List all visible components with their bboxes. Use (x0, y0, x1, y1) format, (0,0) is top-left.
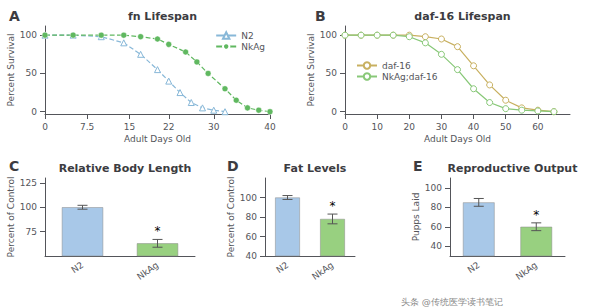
svg-text:fn Lifespan: fn Lifespan (128, 10, 197, 23)
svg-text:NkAg: NkAg (135, 260, 160, 282)
svg-text:A: A (9, 8, 20, 24)
svg-text:100: 100 (425, 183, 442, 193)
svg-text:daf-16 Lifespan: daf-16 Lifespan (414, 10, 510, 23)
svg-text:Pupps Laid: Pupps Laid (411, 193, 421, 242)
svg-text:10: 10 (371, 122, 383, 132)
svg-text:60: 60 (246, 232, 258, 242)
svg-text:7.5: 7.5 (80, 122, 94, 132)
svg-text:daf-16: daf-16 (382, 61, 411, 71)
svg-text:*: * (330, 199, 336, 213)
svg-text:N2: N2 (466, 260, 482, 275)
svg-text:Adult Days Old: Adult Days Old (424, 134, 491, 144)
svg-text:100: 100 (240, 193, 257, 203)
svg-text:Percent Survival: Percent Survival (6, 33, 16, 106)
svg-text:75: 75 (26, 227, 37, 237)
svg-text:N2: N2 (241, 31, 253, 41)
svg-text:40: 40 (431, 241, 443, 251)
svg-text:N2: N2 (69, 260, 85, 275)
svg-text:20: 20 (404, 122, 416, 132)
svg-text:Fat Levels: Fat Levels (284, 162, 347, 175)
svg-text:Adult Days Old: Adult Days Old (124, 134, 191, 144)
svg-text:0: 0 (331, 107, 337, 117)
svg-text:Percent Survival: Percent Survival (306, 33, 316, 106)
svg-text:50: 50 (26, 68, 38, 78)
svg-text:80: 80 (246, 212, 258, 222)
svg-text:100: 100 (20, 202, 37, 212)
svg-text:NkAg;daf-16: NkAg;daf-16 (382, 72, 438, 82)
svg-text:0: 0 (31, 107, 37, 117)
svg-text:30: 30 (208, 122, 220, 132)
svg-text:40: 40 (246, 251, 258, 261)
svg-text:50: 50 (500, 122, 512, 132)
svg-text:30: 30 (436, 122, 448, 132)
svg-text:60: 60 (532, 122, 544, 132)
svg-text:NkAg: NkAg (514, 260, 539, 282)
svg-text:NkAg: NkAg (241, 42, 265, 52)
svg-text:Percent of Control: Percent of Control (6, 177, 16, 258)
svg-text:60: 60 (431, 222, 443, 232)
svg-text:40: 40 (468, 122, 480, 132)
svg-text:100: 100 (20, 30, 37, 40)
svg-text:C: C (9, 158, 19, 174)
svg-text:NkAg: NkAg (310, 260, 335, 282)
svg-text:Relative Body Length: Relative Body Length (59, 162, 192, 175)
svg-text:125: 125 (20, 178, 37, 188)
svg-text:*: * (155, 224, 161, 238)
svg-text:*: * (533, 208, 539, 222)
svg-text:头条 @传统医学读书笔记: 头条 @传统医学读书笔记 (401, 297, 503, 307)
svg-text:80: 80 (431, 202, 443, 212)
svg-text:N2: N2 (274, 260, 290, 275)
svg-text:40: 40 (264, 122, 276, 132)
svg-text:0: 0 (342, 122, 348, 132)
svg-text:22: 22 (163, 122, 174, 132)
svg-text:100: 100 (320, 30, 337, 40)
svg-text:Reproductive Output: Reproductive Output (448, 162, 578, 175)
svg-text:50: 50 (326, 68, 338, 78)
svg-text:D: D (227, 158, 239, 174)
svg-text:E: E (413, 158, 423, 174)
svg-text:0: 0 (42, 122, 48, 132)
svg-text:15: 15 (124, 122, 135, 132)
svg-text:B: B (315, 8, 326, 24)
svg-text:Percent of Control: Percent of Control (226, 177, 236, 258)
